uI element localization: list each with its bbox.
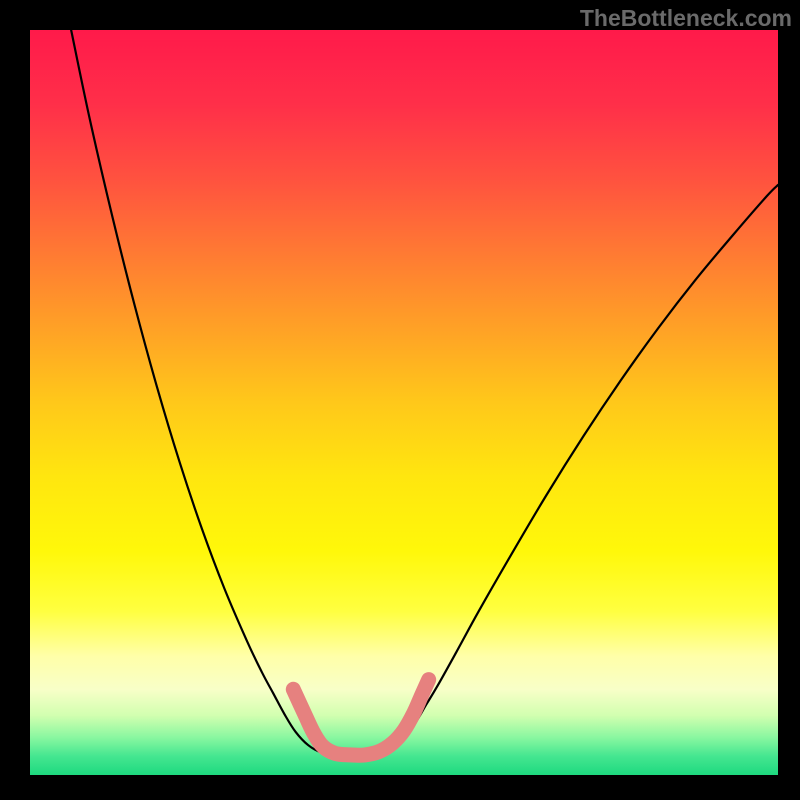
gradient-background — [30, 30, 778, 775]
bottleneck-chart — [30, 30, 778, 775]
chart-outer: TheBottleneck.com — [0, 0, 800, 800]
plot-area — [30, 30, 778, 775]
watermark-text: TheBottleneck.com — [580, 5, 792, 32]
